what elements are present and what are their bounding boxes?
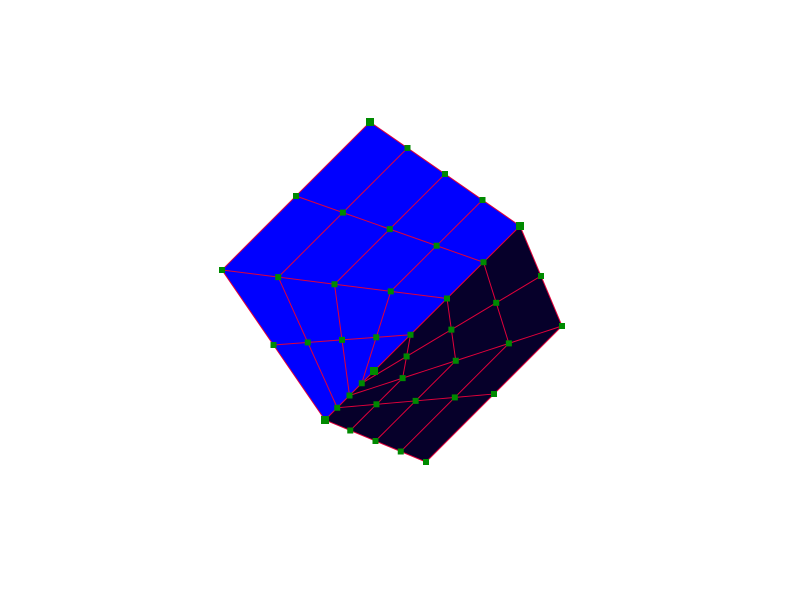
vertex-marker [399, 375, 406, 382]
vertex-marker [397, 448, 404, 455]
vertex-marker [516, 222, 524, 230]
vertex-marker [372, 438, 379, 444]
vertex-marker [491, 391, 497, 397]
vertex-marker [304, 339, 311, 346]
vertex-marker [412, 397, 419, 404]
vertex-marker [373, 334, 380, 341]
vertex-marker [321, 416, 329, 424]
vertex-marker [366, 118, 374, 126]
vertex-marker [339, 209, 346, 216]
vertex-marker [386, 226, 393, 233]
vertex-marker [448, 326, 455, 333]
vertex-marker [423, 459, 429, 465]
vertex-marker [331, 281, 338, 288]
vertex-marker [334, 404, 341, 411]
vertex-marker [270, 342, 277, 348]
vertex-marker [559, 323, 565, 329]
vertex-marker [275, 274, 282, 281]
vertex-marker [358, 380, 365, 387]
vertex-markers [219, 118, 565, 465]
vertex-marker [219, 267, 225, 273]
vertex-marker [373, 401, 380, 408]
vertex-marker [493, 299, 500, 306]
vertex-marker [452, 357, 459, 364]
vertex-marker [444, 295, 450, 302]
vertex-marker [403, 353, 410, 360]
vertex-marker [479, 197, 486, 203]
vertex-marker [387, 288, 394, 295]
vertex-marker [347, 427, 354, 434]
vertex-marker [370, 367, 378, 375]
vertex-marker [407, 331, 414, 338]
vertex-marker [451, 394, 458, 401]
vertex-marker [538, 273, 544, 279]
vertex-marker [293, 193, 299, 199]
vertex-marker [442, 171, 448, 177]
vertex-marker [480, 259, 487, 266]
vertex-marker [505, 340, 512, 347]
vertex-marker [339, 336, 345, 343]
vertex-marker [433, 242, 440, 249]
vertex-marker [404, 145, 411, 151]
vertex-marker [346, 392, 353, 399]
